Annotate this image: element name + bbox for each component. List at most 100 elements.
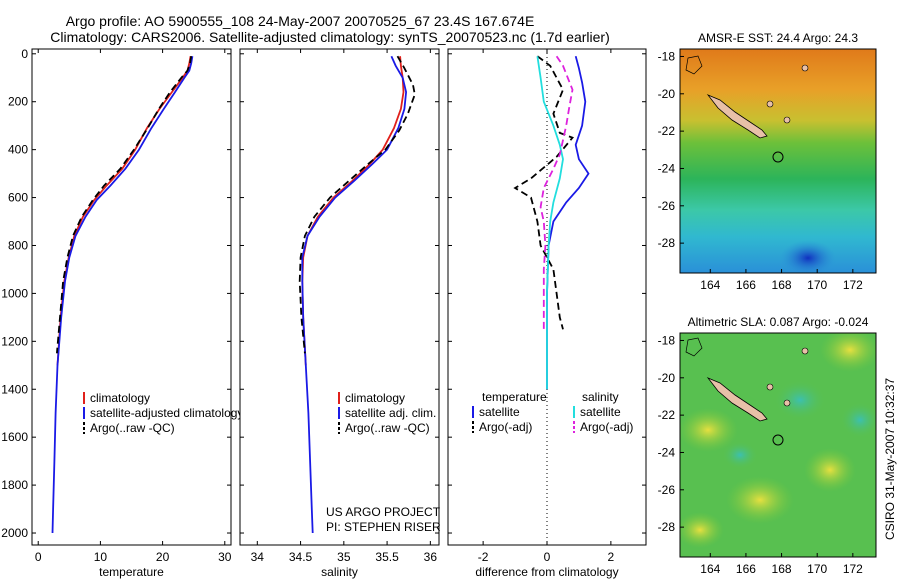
y-tick-label: 0	[21, 47, 28, 61]
x-axis-label: salinity	[321, 565, 358, 579]
map-y-tick-label: -20	[658, 371, 676, 385]
legend-label: satellite	[479, 405, 520, 419]
new-caledonia-island	[706, 377, 768, 422]
legend-label: satellite-adjusted climatology	[90, 406, 243, 420]
small-island	[783, 116, 791, 124]
x-tick-label: -2	[478, 550, 489, 564]
x-axis-label: temperature	[99, 565, 164, 579]
small-island	[766, 100, 774, 108]
y-tick-label: 1800	[1, 478, 28, 492]
x-tick-label: 34.5	[289, 550, 313, 564]
legend-label: climatology	[90, 391, 150, 405]
map-y-tick-label: -18	[658, 333, 676, 347]
y-tick-label: 200	[8, 95, 28, 109]
series-line	[301, 55, 408, 534]
x-tick-label: 35	[337, 550, 351, 564]
new-caledonia-island	[706, 94, 768, 139]
y-tick-label: 800	[8, 238, 28, 252]
legend-label: Argo(..raw -QC)	[90, 421, 175, 435]
series-line	[298, 55, 416, 354]
map-y-tick-label: -20	[658, 87, 676, 101]
y-tick-label: 1600	[1, 430, 28, 444]
map-x-tick-label: 172	[843, 562, 863, 576]
map-y-tick-label: -28	[658, 520, 676, 534]
argo-location-marker	[772, 434, 784, 446]
sst-map	[680, 49, 876, 273]
sst-field	[680, 49, 876, 273]
map-x-tick-label: 166	[736, 562, 756, 576]
legend-heading: temperature	[482, 390, 547, 404]
map-y-tick-label: -18	[658, 49, 676, 63]
x-tick-label: 0	[544, 550, 551, 564]
x-tick-label: 34	[251, 550, 265, 564]
x-tick-label: 35.5	[375, 550, 399, 564]
y-tick-label: 1200	[1, 334, 28, 348]
y-tick-label: 400	[8, 143, 28, 157]
map-title: AMSR-E SST: 24.4 Argo: 24.3	[698, 31, 858, 45]
map-y-tick-label: -28	[658, 236, 676, 250]
chart-temperature: 0 10 20 30 temperature 0 200 400 600 800 1000 1200 1…	[1, 47, 243, 579]
map-x-tick-label: 164	[700, 562, 720, 576]
legend-label: satellite	[580, 405, 621, 419]
map-x-tick-label: 172	[843, 278, 863, 292]
x-tick-label: 2	[608, 550, 615, 564]
series-line	[56, 56, 192, 366]
series-line	[546, 55, 590, 390]
x-tick-label: 36	[424, 550, 438, 564]
sla-map-labels: Altimetric SLA: 0.087 Argo: -0.024 164 166…	[658, 315, 869, 576]
series-line	[56, 56, 193, 354]
map-y-tick-label: -22	[658, 408, 676, 422]
sla-map-frame	[679, 332, 877, 558]
annotation-text: PI: STEPHEN RISER	[326, 520, 441, 534]
sst-map-labels: AMSR-E SST: 24.4 Argo: 24.3 164 166 168 170 1…	[658, 31, 864, 292]
map-x-tick-label: 166	[736, 278, 756, 292]
series-line	[536, 56, 564, 390]
legend-label: Argo(-adj)	[479, 420, 532, 434]
map-y-tick-label: -22	[658, 124, 676, 138]
y-tick-label: 1400	[1, 382, 28, 396]
x-tick-label: 10	[94, 550, 108, 564]
x-tick-label: 20	[156, 550, 170, 564]
map-x-tick-label: 168	[772, 278, 792, 292]
figure-title-line1: Argo profile: AO 5900555_108 24-May-2007…	[65, 13, 535, 29]
annotation-text: US ARGO PROJECT	[326, 505, 441, 519]
legend: temperature salinitysatelliteArgo(-adj)sa…	[472, 390, 633, 434]
map-y-tick-label: -24	[658, 161, 676, 175]
small-island	[801, 64, 809, 72]
y-tick-label: 2000	[1, 526, 28, 540]
series-line	[301, 56, 405, 366]
sst-cold-patch	[780, 240, 836, 273]
x-tick-label: 30	[218, 550, 232, 564]
sst-map-frame	[679, 48, 877, 274]
plot-frame	[31, 48, 232, 546]
legend-label: satellite adj. clim.	[345, 406, 436, 420]
series-line	[51, 56, 194, 534]
plot-frame	[239, 48, 440, 546]
legend-label: climatology	[345, 391, 405, 405]
map-x-tick-label: 170	[807, 278, 827, 292]
coast-outline	[685, 55, 703, 75]
figure-title-line2: Climatology: CARS2006. Satellite-adjuste…	[50, 29, 610, 45]
x-axis-label: difference from climatology	[475, 565, 618, 579]
series-line	[513, 55, 575, 330]
map-y-tick-label: -26	[658, 483, 676, 497]
sla-map	[680, 333, 876, 557]
coast-outline	[685, 337, 703, 357]
map-x-tick-label: 170	[807, 562, 827, 576]
argo-location-marker	[772, 151, 784, 163]
legend-label: Argo(-adj)	[580, 420, 633, 434]
map-x-tick-label: 164	[700, 278, 720, 292]
small-island	[801, 347, 809, 355]
map-y-tick-label: -26	[658, 199, 676, 213]
map-title: Altimetric SLA: 0.087 Argo: -0.024	[688, 315, 869, 329]
small-island	[783, 399, 791, 407]
legend-label: Argo(..raw -QC)	[345, 421, 430, 435]
legend-heading: salinity	[582, 390, 619, 404]
x-tick-label: 0	[35, 550, 42, 564]
map-y-tick-label: -24	[658, 445, 676, 459]
chart-salinity: 34 34.5 35 35.5 36 salinity climatologysatelli…	[239, 48, 441, 579]
